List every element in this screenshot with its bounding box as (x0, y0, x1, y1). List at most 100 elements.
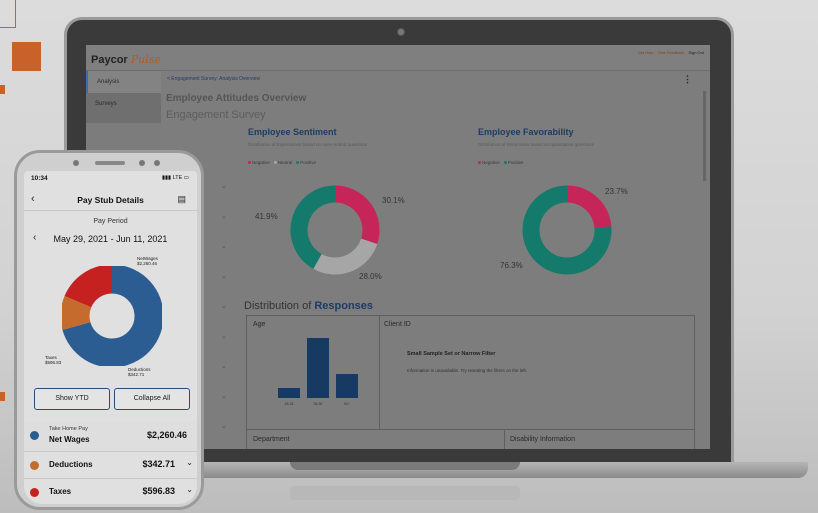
chevron-down-icon[interactable]: ⌄ (221, 423, 227, 430)
row-name: Taxes (49, 487, 72, 496)
phone-frame: 10:34 ▮▮▮ LTE ▭ ‹ Pay Stub Details ▤ Pay… (14, 150, 204, 510)
status-icons: ▮▮▮ LTE ▭ (161, 175, 189, 181)
breadcrumb[interactable]: < Engagement Survey: Analysis Overview (167, 76, 260, 82)
sidebar-item-label: Analysis (97, 79, 120, 85)
favorability-legend: Negative Positive (478, 160, 524, 165)
chevron-down-icon[interactable]: ⌄ (221, 393, 227, 400)
legend-item: Positive (296, 160, 316, 165)
tick-label: 18-34 (285, 402, 294, 406)
row-amount: $2,260.46 (146, 430, 187, 440)
chevron-down-icon[interactable]: ⌄ (186, 458, 193, 467)
bar-35-50[interactable] (307, 338, 329, 398)
slice-deductions[interactable] (62, 296, 92, 330)
page-subtitle: Engagement Survey (166, 109, 266, 121)
legend-item: Positive (503, 160, 524, 165)
decorative-outline (0, 0, 16, 28)
list-item-taxes[interactable]: Taxes $596.83 ⌄ (24, 478, 197, 504)
app-header: Paycor Pulse Get Help Give Feedback Sign… (86, 45, 710, 71)
color-dot (30, 431, 39, 440)
favorability-title: Employee Favorability (478, 127, 574, 137)
row-subtitle: Take Home Pay (49, 426, 88, 432)
slice-net-wages[interactable] (62, 266, 162, 366)
slice-negative[interactable] (566, 185, 612, 229)
bar-18-34[interactable] (278, 388, 300, 398)
age-bar-chart: 18-34 35-50 51+ (278, 338, 358, 406)
data-label: 23.7% (605, 187, 628, 196)
laptop-shadow (290, 486, 520, 500)
status-bar: 10:34 ▮▮▮ LTE ▭ (24, 171, 197, 189)
get-help-link[interactable]: Get Help (637, 50, 654, 55)
document-icon[interactable]: ▤ (177, 194, 186, 204)
row-name: Deductions (49, 460, 93, 469)
chevron-left-icon[interactable]: ‹ (31, 193, 35, 205)
chevron-down-icon[interactable]: ⌄ (221, 243, 227, 250)
disability-label: Disability Information (510, 436, 575, 443)
decorative-square (12, 42, 41, 71)
slice-negative[interactable] (334, 185, 380, 245)
tick-label: 51+ (344, 402, 350, 406)
data-label: 28.0% (359, 272, 382, 281)
department-panel: Department (246, 429, 505, 449)
age-label: Age (253, 321, 266, 328)
slice-neutral[interactable] (313, 238, 378, 275)
row-amount: $342.71 (142, 459, 175, 469)
nav-title: Pay Stub Details (77, 195, 144, 205)
sentiment-description: Distribution of Expressions based on ope… (248, 142, 367, 147)
show-ytd-button[interactable]: Show YTD (34, 388, 110, 410)
chevron-down-icon[interactable]: ⌄ (221, 333, 227, 340)
client-id-label: Client ID (384, 321, 411, 328)
laptop-camera (397, 28, 405, 36)
tick-label: 35-50 (314, 402, 323, 406)
phone-screen: 10:34 ▮▮▮ LTE ▭ ‹ Pay Stub Details ▤ Pay… (24, 171, 197, 504)
list-item-deductions[interactable]: Deductions $342.71 ⌄ (24, 451, 197, 478)
chevron-down-icon[interactable]: ⌄ (221, 183, 227, 190)
slice-positive[interactable] (290, 185, 336, 269)
chevron-down-icon[interactable]: ⌄ (221, 213, 227, 220)
row-amount: $596.83 (142, 486, 175, 496)
client-id-panel: Client ID (379, 315, 695, 430)
collapse-all-button[interactable]: Collapse All (114, 388, 190, 410)
give-feedback-link[interactable]: Give Feedback (657, 50, 685, 55)
pay-period-value[interactable]: May 29, 2021 - Jun 11, 2021 (53, 234, 168, 244)
filter-panel: ⌄ ⌄ ⌄ ⌄ ⌄ ⌄ ⌄ ⌄ ⌄ (161, 120, 235, 449)
color-dot (30, 461, 39, 470)
list-item-net-wages[interactable]: Take Home Pay Net Wages $2,260.46 (24, 421, 197, 451)
row-name: Net Wages (49, 435, 90, 444)
chevron-down-icon[interactable]: ⌄ (221, 363, 227, 370)
phone-sensor (154, 160, 160, 166)
sign-out-link[interactable]: Sign Out (688, 50, 704, 55)
more-vertical-icon[interactable]: ⋮ (683, 74, 692, 84)
brand-suffix: Pulse (130, 53, 161, 66)
bar-51+[interactable] (336, 374, 358, 398)
slice-positive[interactable] (522, 185, 612, 275)
pay-period-selector: ‹ May 29, 2021 - Jun 11, 2021 (24, 232, 197, 246)
pie-label-taxes: Taxes $596.83 (45, 355, 62, 366)
legend-item: Neutral (273, 160, 292, 165)
color-dot (30, 488, 39, 497)
pay-breakdown-list: Take Home Pay Net Wages $2,260.46 Deduct… (24, 421, 197, 504)
brand-name: Paycor (91, 54, 128, 66)
pie-label-deductions: Deductions $342.71 (128, 367, 151, 378)
scrollbar[interactable] (703, 91, 706, 181)
data-label: 76.3% (500, 261, 523, 270)
laptop-notch (290, 462, 520, 470)
empty-state-description: Information is unavailable. Try resettin… (407, 368, 528, 373)
header-links: Get Help Give Feedback Sign Out (638, 50, 704, 55)
sentiment-title: Employee Sentiment (248, 127, 337, 137)
chevron-left-icon[interactable]: ‹ (33, 232, 37, 243)
age-panel: Age 18-34 35-50 51+ (246, 315, 380, 430)
chevron-down-icon[interactable]: ⌄ (221, 273, 227, 280)
chevron-down-icon[interactable]: ⌄ (221, 303, 227, 310)
data-label: 30.1% (382, 196, 405, 205)
page-title: Employee Attitudes Overview (166, 93, 307, 104)
favorability-description: Distribution of Responses based on quant… (478, 142, 594, 147)
data-label: 41.9% (255, 212, 278, 221)
distribution-title: Distribution of Responses (244, 300, 374, 312)
laptop-base (30, 462, 808, 478)
sidebar-item-analysis[interactable]: Analysis (86, 71, 161, 93)
brand-logo[interactable]: Paycor Pulse (91, 53, 161, 66)
chevron-down-icon[interactable]: ⌄ (186, 485, 193, 494)
slice-taxes[interactable] (64, 266, 113, 309)
sidebar-item-surveys[interactable]: Surveys (86, 93, 161, 123)
legend-item: Negative (248, 160, 270, 165)
